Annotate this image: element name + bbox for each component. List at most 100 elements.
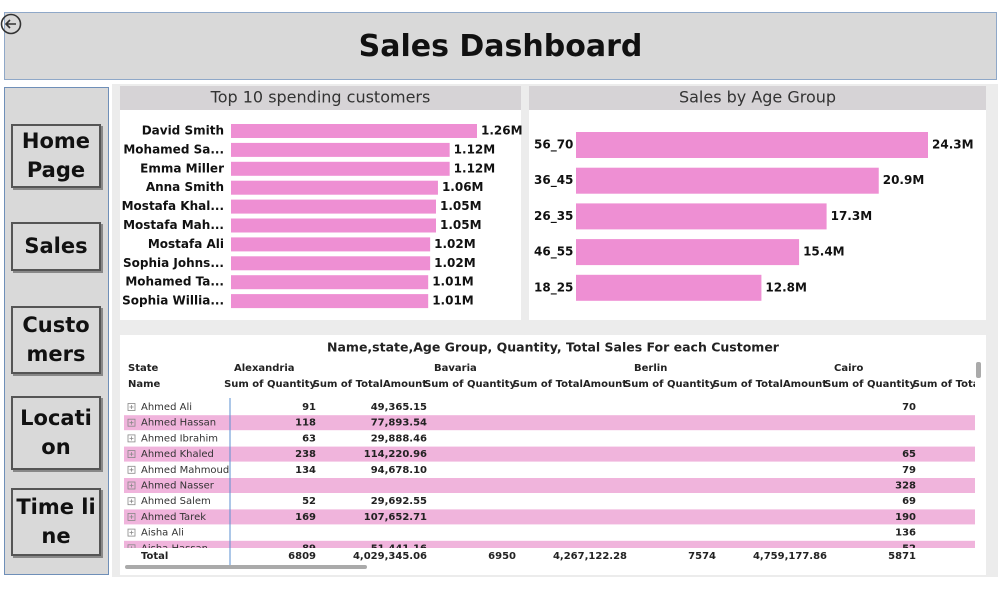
bar	[231, 294, 429, 309]
table-title: Name,state,Age Group, Quantity, Total Sa…	[327, 340, 780, 355]
cell: 77,893.54	[371, 418, 427, 429]
cell: 70	[902, 402, 916, 413]
category-label: 56_70	[534, 138, 573, 153]
row-name: Ahmed Hassan	[141, 418, 216, 429]
bar	[231, 237, 431, 252]
group-header: Alexandria	[234, 363, 295, 374]
column-header: Sum of TotalAmount	[313, 379, 428, 390]
chart-title-bar	[120, 86, 521, 110]
bar	[231, 199, 436, 214]
row-band	[124, 446, 975, 462]
expand-plus	[129, 436, 134, 441]
expand-icon	[127, 403, 136, 411]
expand-icon	[127, 450, 136, 459]
column-header: Sum of Quantity	[624, 379, 716, 390]
data-label: 1.12M	[454, 142, 496, 156]
chart-title: Sales by Age Group	[679, 88, 836, 107]
data-label: 1.02M	[434, 256, 476, 270]
cell: 52	[302, 496, 316, 507]
group-header: Cairo	[834, 363, 863, 374]
row-name: Ahmed Tarek	[141, 512, 206, 523]
row-band	[124, 509, 975, 525]
chart-title-bar	[529, 86, 986, 110]
expand-icon	[127, 528, 136, 537]
nav-button[interactable]: Time line	[11, 488, 101, 556]
bar	[576, 239, 800, 266]
category-label: Mostafa Mah...	[123, 218, 224, 232]
cell: 79	[902, 465, 916, 476]
category-label: 26_35	[534, 209, 573, 224]
category-label: Sophia Willia...	[122, 294, 224, 308]
cell: 190	[895, 512, 916, 523]
cell: 94,678.10	[371, 465, 427, 476]
data-label: 17.3M	[831, 209, 873, 223]
expand-plus	[129, 452, 134, 457]
nav-button[interactable]: Sales	[11, 222, 101, 271]
h-scrollbar[interactable]	[125, 565, 367, 569]
cell: 29,888.46	[371, 433, 427, 444]
cell: 107,652.71	[364, 512, 427, 523]
row-cover	[122, 548, 975, 568]
column-header: Sum of Quantity	[824, 379, 916, 390]
data-label: 1.12M	[454, 161, 496, 175]
total-cell: 4,267,122.28	[553, 551, 627, 562]
cell: 118	[295, 418, 316, 429]
row-band	[124, 478, 975, 493]
data-label: 12.8M	[765, 280, 807, 294]
bar	[576, 274, 762, 301]
total-cell: 6950	[488, 551, 516, 562]
row-name: Aisha Ali	[141, 528, 184, 539]
cell: 136	[895, 528, 916, 539]
total-label: Total	[141, 551, 168, 562]
row-name: Ahmed Khaled	[141, 449, 214, 460]
group-header: Bavaria	[434, 363, 477, 374]
nav-button[interactable]: Customers	[11, 306, 101, 374]
data-label: 15.4M	[803, 245, 845, 259]
row-band	[124, 415, 975, 431]
total-cell: 4,759,177.86	[753, 551, 827, 562]
bar	[231, 124, 477, 138]
cell: 114,220.96	[364, 449, 427, 460]
data-label: 1.26M	[481, 124, 523, 138]
expand-icon	[127, 465, 136, 474]
header-cell: Name	[128, 379, 161, 390]
total-cell: 4,029,345.06	[353, 551, 427, 562]
bar	[231, 161, 450, 176]
back-button[interactable]	[0, 12, 26, 38]
bar	[231, 180, 438, 195]
table: Name,state,Age Group, Quantity, Total Sa…	[122, 340, 975, 568]
expand-icon	[127, 434, 136, 443]
data-label: 1.01M	[432, 294, 474, 308]
category-label: Mohamed Sa...	[123, 142, 224, 156]
row-name: Ahmed Nasser	[141, 481, 215, 492]
nav-button[interactable]: Location	[11, 396, 101, 470]
category-label: Anna Smith	[146, 180, 224, 194]
total-cell: 7574	[688, 551, 716, 562]
total-cell: 6809	[288, 551, 316, 562]
category-label: 46_55	[534, 245, 573, 260]
v-scrollbar[interactable]	[976, 362, 981, 378]
expand-plus	[129, 499, 134, 504]
cell: 29,692.55	[371, 496, 427, 507]
cell: 91	[302, 402, 316, 413]
category-label: 18_25	[534, 280, 573, 295]
row-name: Ahmed Salem	[141, 496, 211, 507]
cell: 69	[902, 496, 916, 507]
category-label: Sophia Johns...	[123, 256, 224, 270]
expand-icon	[127, 481, 136, 490]
data-label: 1.05M	[440, 218, 482, 232]
cell: 65	[902, 449, 916, 460]
row-name: Ahmed Ibrahim	[141, 433, 218, 444]
bar	[231, 218, 436, 233]
row-name: Ahmed Mahmoud	[141, 465, 229, 476]
data-label: 1.06M	[442, 180, 484, 194]
nav-button[interactable]: Home Page	[11, 124, 101, 188]
bar	[576, 132, 928, 158]
expand-icon	[127, 418, 136, 427]
chart-title: Top 10 spending customers	[210, 88, 431, 107]
expand-plus	[129, 530, 134, 535]
group-header: Berlin	[634, 363, 667, 374]
bar	[231, 275, 429, 290]
